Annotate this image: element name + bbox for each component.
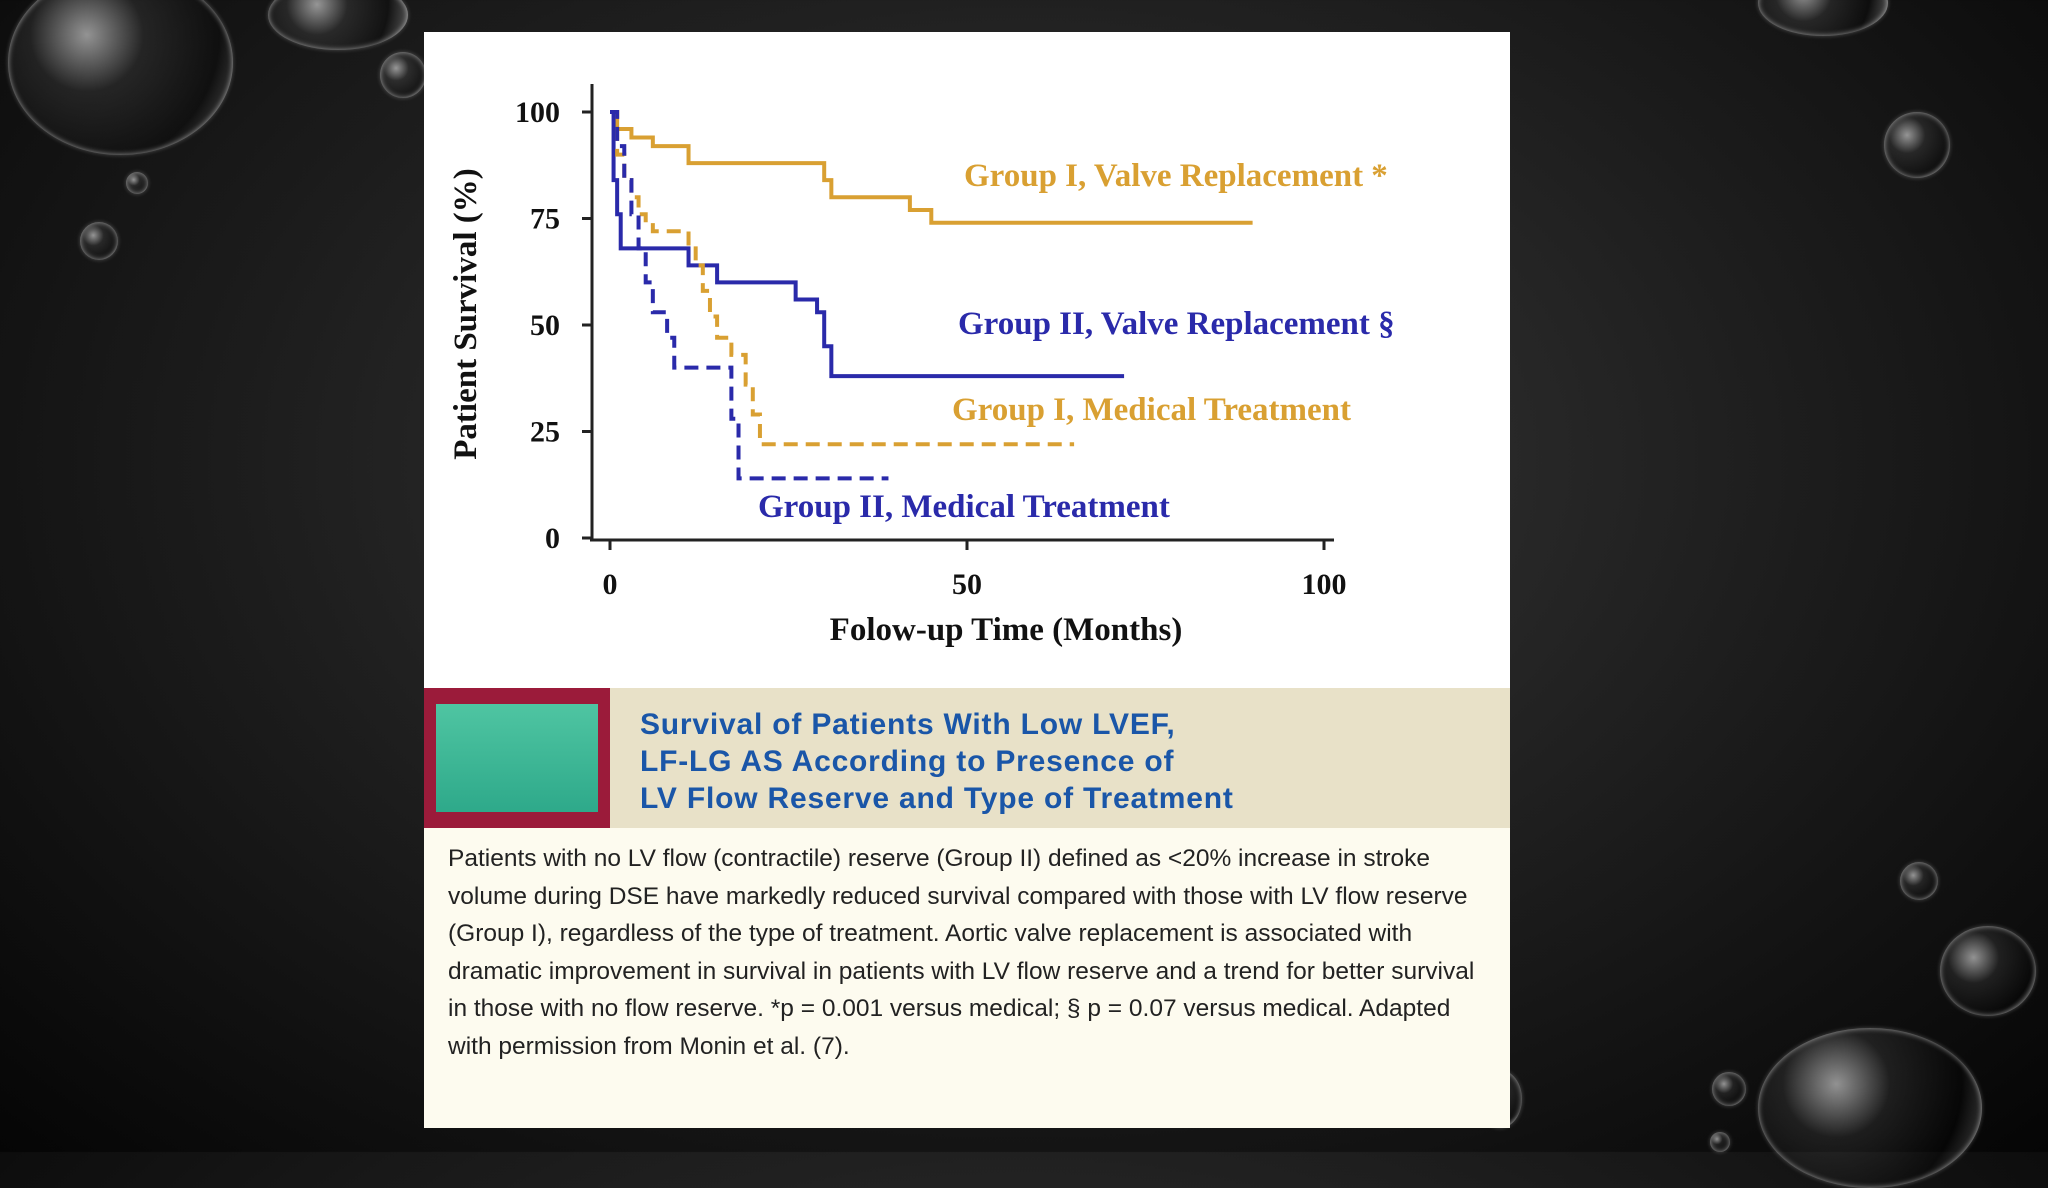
y-tick-label: 25 <box>530 416 560 449</box>
water-bubble <box>1710 1132 1730 1152</box>
caption-color-block <box>424 688 610 828</box>
y-tick-label: 0 <box>545 522 560 555</box>
y-tick-label: 50 <box>530 309 560 342</box>
caption-title-line: LV Flow Reserve and Type of Treatment <box>640 782 1234 815</box>
water-bubble <box>1900 862 1938 900</box>
water-bubble <box>1758 0 1888 36</box>
series-label: Group II, Valve Replacement § <box>958 306 1395 342</box>
water-bubble <box>1712 1072 1746 1106</box>
caption-body: Patients with no LV flow (contractile) r… <box>424 828 1510 1128</box>
x-tick-label: 0 <box>603 568 618 601</box>
chart-svg: 0 25 50 75 100 0 50 100 Folow-up Time (Months) Pa… <box>448 84 1395 648</box>
caption-title: Survival of Patients With Low LVEF, LF-L… <box>640 706 1490 817</box>
caption-title-line: LF-LG AS According to Presence of <box>640 745 1175 778</box>
series-label: Group I, Valve Replacement * <box>964 158 1388 194</box>
survival-chart: 0 25 50 75 100 0 50 100 Folow-up Time (Months) Pa… <box>424 32 1510 686</box>
figure-card: 0 25 50 75 100 0 50 100 Folow-up Time (Months) Pa… <box>424 32 1510 1128</box>
water-bubble <box>126 172 148 194</box>
x-tick-label: 50 <box>952 568 982 601</box>
caption-band: Survival of Patients With Low LVEF, LF-L… <box>424 688 1510 828</box>
water-bubble <box>1940 926 2036 1016</box>
caption-body-text: Patients with no LV flow (contractile) r… <box>448 845 1475 1060</box>
water-bubble <box>8 0 233 155</box>
y-tick-label: 100 <box>515 96 560 129</box>
labels-layer: Group I, Valve Replacement * Group II, Va… <box>758 158 1395 525</box>
series-label: Group II, Medical Treatment <box>758 489 1170 525</box>
water-bubble <box>1884 112 1950 178</box>
caption-color-block-inner <box>436 704 598 812</box>
water-bubble <box>1758 1028 1982 1188</box>
series-line-1 <box>610 110 1253 225</box>
series-line-4 <box>610 110 889 481</box>
water-bubble <box>80 222 118 260</box>
x-tick-label: 100 <box>1302 568 1347 601</box>
series-label: Group I, Medical Treatment <box>952 392 1351 428</box>
series-line-2 <box>610 110 1125 379</box>
caption-title-line: Survival of Patients With Low LVEF, <box>640 708 1176 741</box>
chart-axes: 0 25 50 75 100 0 50 100 Folow-up Time (Months) Pa… <box>448 84 1347 648</box>
y-tick-label: 75 <box>530 203 560 236</box>
water-bubble <box>268 0 408 50</box>
y-axis-title: Patient Survival (%) <box>448 168 484 459</box>
series-layer <box>610 110 1253 481</box>
water-bubble <box>380 52 426 98</box>
x-axis-title: Folow-up Time (Months) <box>830 612 1183 648</box>
